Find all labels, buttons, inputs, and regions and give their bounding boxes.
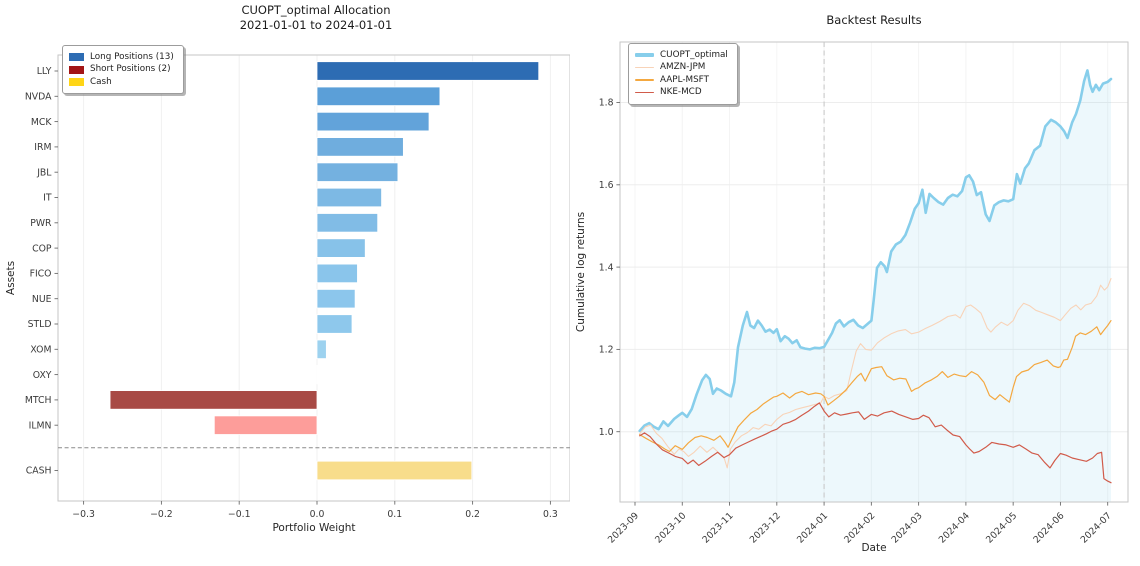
legend-entry: Long Positions (13) [69,52,174,63]
y-tick-label: 1.4 [599,262,614,273]
legend-line-sample [635,53,654,57]
legend-label: CUOPT_optimal [660,49,728,60]
x-tick-label: 2023-09 [606,510,641,545]
bar-PWR [316,213,379,233]
legend-entry: AAPL-MSFT [635,75,728,86]
legend-label: AMZN-JPM [660,62,706,72]
y-tick-label-STLD: STLD [28,319,52,330]
x-tick-label: 2024-04 [937,510,972,545]
legend-label: Long Positions (13) [90,51,174,62]
legend-entry: NKE-MCD [635,87,728,98]
x-tick-label: 2024-06 [1031,510,1066,545]
bar-ILMN [213,415,318,435]
allocation-title-line2: 2021-01-01 to 2024-01-01 [240,18,393,32]
y-tick-label-JBL: JBL [36,167,52,178]
legend-entry: Short Positions (2) [69,64,174,75]
bar-MCK [316,111,430,132]
x-tick-label: 2024-02 [842,510,877,545]
y-tick-label-XOM: XOM [30,345,51,356]
x-tick-label: 0.2 [465,509,480,520]
y-tick-label-IRM: IRM [34,142,51,153]
backtest-xlabel: Date [861,542,886,554]
plot-border [619,41,1129,503]
y-tick-label-CASH: CASH [26,466,52,477]
legend-entry: CUOPT_optimal [635,50,728,61]
x-tick-label: −0.2 [150,509,173,520]
y-tick-label-IT: IT [43,193,52,204]
x-tick-label: 2023-11 [700,510,735,545]
legend-color-patch [69,78,84,86]
backtest-plot-area: 1.0 1.2 1.4 1.6 1.8 2023-09 2023-10 2023-11 2023… [599,41,1129,546]
y-tick-label-NVDA: NVDA [25,92,52,103]
y-tick-label-MCK: MCK [31,117,53,128]
y-tick-label: 1.8 [599,98,614,109]
allocation-chart: LLY NVDA MCK IRM JBL IT PWR COP FICO NUE STLD XOM OX… [5,3,570,534]
line-AAPL-MSFT [639,320,1112,453]
line-CUOPT_optimal [638,69,1113,433]
y-tick-label: 1.6 [599,180,614,191]
bar-NVDA [316,86,441,107]
allocation-ylabel: Assets [5,261,17,295]
allocation-plot-area: LLY NVDA MCK IRM JBL IT PWR COP FICO NUE STLD XOM OX… [25,54,570,520]
y-tick-label-PWR: PWR [30,218,52,229]
legend-line-sample [635,91,654,94]
allocation-legend: Long Positions (13) Short Positions (2) Ca… [62,45,184,94]
x-tick-label: −0.3 [72,509,95,520]
bar-JBL [316,162,399,182]
y-tick-label-LLY: LLY [37,66,52,77]
y-tick-label-COP: COP [32,243,52,254]
legend-label: Cash [90,76,112,87]
bar-FICO [316,263,358,284]
legend-entry: AMZN-JPM [635,62,728,73]
x-tick-label: −0.1 [228,509,251,520]
x-tick-label: 2024-05 [984,510,1019,545]
x-tick-label: 2023-10 [653,510,688,545]
legend-color-patch [69,53,84,61]
plot-border [57,54,570,502]
y-tick-label-NUE: NUE [32,294,52,305]
bar-IT [316,187,382,208]
bar-XOM [316,339,327,360]
x-tick-label: 2023-12 [748,510,783,545]
backtest-chart: 1.0 1.2 1.4 1.6 1.8 2023-09 2023-10 2023-11 2023… [570,0,1140,566]
x-tick-label: 2024-03 [889,510,924,545]
bar-MTCH [109,390,318,410]
bar-LLY [316,61,540,81]
bar-CASH [316,460,473,481]
x-tick-label: 2024-01 [795,510,830,545]
allocation-title-line1: CUOPT_optimal Allocation [241,3,390,17]
line-NKE-MCD [639,402,1112,484]
allocation-xlabel: Portfolio Weight [272,522,355,534]
legend-line-sample [635,79,654,81]
x-tick-label: 0.3 [543,509,558,520]
legend-entry: Cash [69,77,174,88]
bar-STLD [316,314,353,334]
bar-IRM [316,137,404,157]
y-tick-label-ILMN: ILMN [29,420,52,431]
legend-color-patch [69,65,84,74]
legend-line-sample [635,66,654,69]
backtest-legend: CUOPT_optimal AMZN-JPM AAPL-MSFT NKE-MCD [628,43,738,105]
backtest-title: Backtest Results [826,13,921,27]
x-tick-label: 0.0 [310,509,325,520]
legend-label: Short Positions (2) [90,64,171,74]
x-tick-label: 0.1 [387,509,402,520]
backtest-ylabel: Cumulative log returns [575,212,587,332]
allocation-svg: LLY NVDA MCK IRM JBL IT PWR COP FICO NUE STLD XOM OX… [5,3,570,534]
legend-label: AAPL-MSFT [660,74,709,85]
bar-NUE [316,288,356,309]
y-tick-label-MTCH: MTCH [25,395,52,406]
y-tick-label: 1.0 [599,427,614,438]
legend-label: NKE-MCD [660,87,702,97]
y-tick-label: 1.2 [599,345,614,356]
y-tick-label-FICO: FICO [30,269,52,280]
y-tick-label-OXY: OXY [33,370,52,381]
bar-OXY [316,364,319,385]
backtest-svg: 1.0 1.2 1.4 1.6 1.8 2023-09 2023-10 2023-11 2023… [575,13,1129,554]
x-tick-label: 2024-07 [1079,510,1114,545]
bar-COP [316,238,366,258]
